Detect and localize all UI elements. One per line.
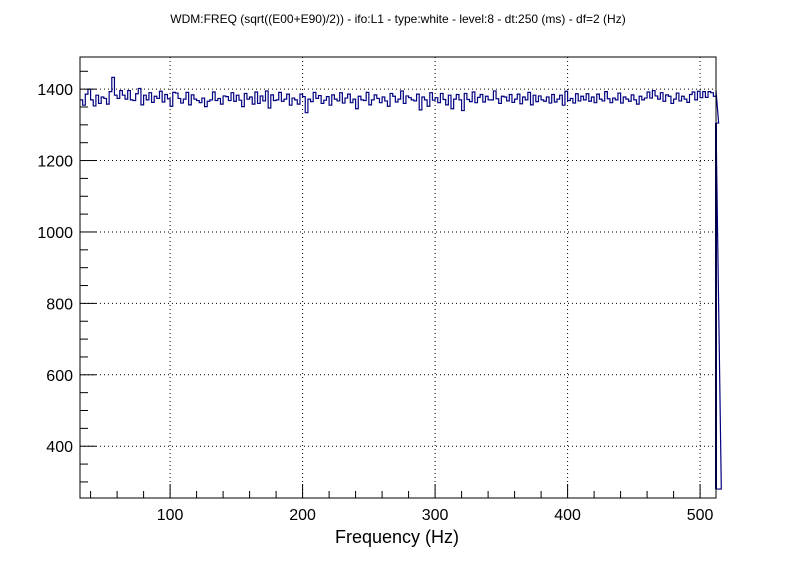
y-tick-label: 400	[46, 439, 73, 456]
x-tick-label: 500	[687, 507, 714, 524]
axis-ticks	[80, 70, 701, 498]
grid-layer	[80, 57, 716, 498]
x-tick-label: 400	[554, 507, 581, 524]
tick-labels: 100 200 300 400 500 400 600 800 1000 1200 1400	[37, 82, 713, 524]
plot-frame	[79, 56, 717, 499]
y-tick-label: 1000	[37, 225, 73, 242]
x-tick-label: 100	[157, 507, 184, 524]
y-tick-label: 1400	[37, 82, 73, 99]
chart-title: WDM:FREQ (sqrt((E00+E90)/2)) - ifo:L1 - …	[170, 12, 625, 26]
series-layer	[80, 76, 722, 490]
y-tick-label: 600	[46, 368, 73, 385]
y-tick-label: 800	[46, 296, 73, 313]
y-tick-label: 1200	[37, 154, 73, 171]
x-tick-label: 300	[422, 507, 449, 524]
x-tick-label: 200	[289, 507, 316, 524]
x-axis-title: Frequency (Hz)	[335, 527, 459, 547]
histogram-series-line	[80, 76, 722, 490]
